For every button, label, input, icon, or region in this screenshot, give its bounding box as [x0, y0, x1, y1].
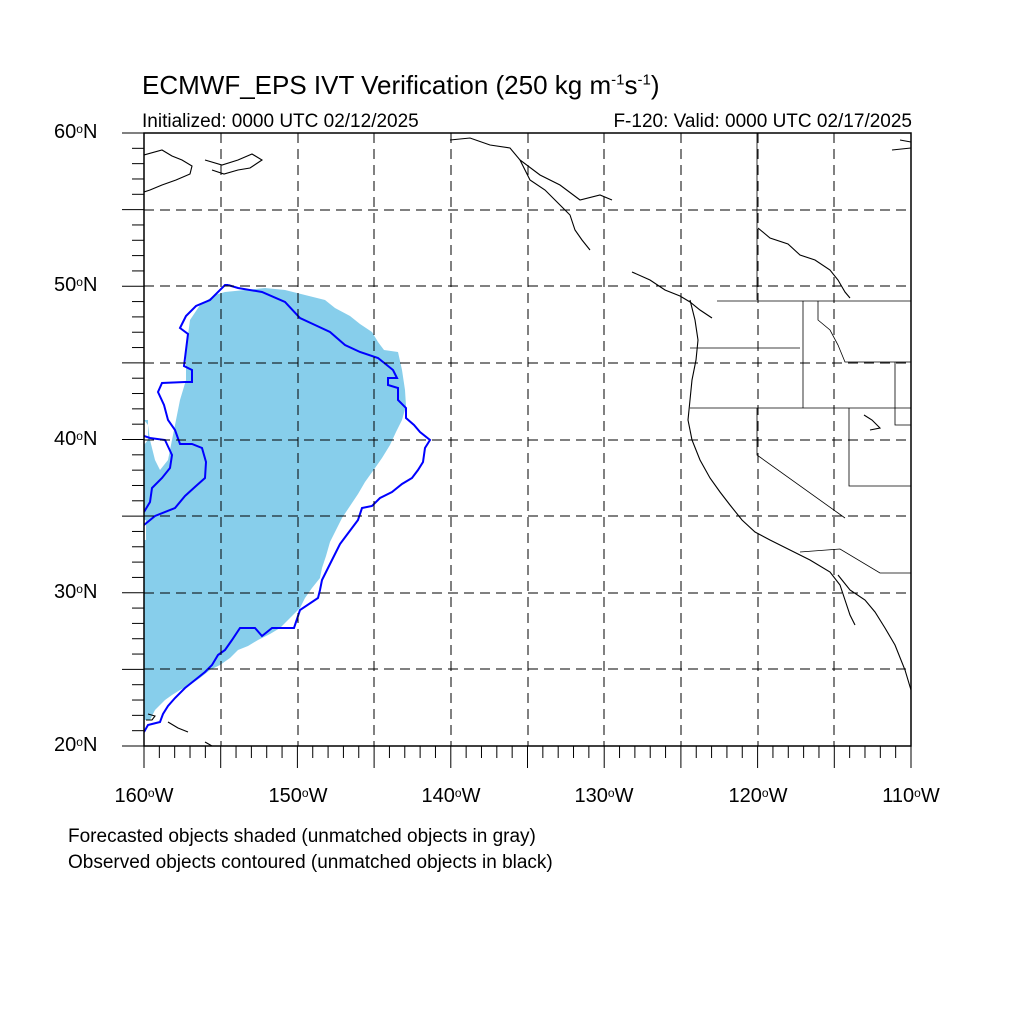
forecast-ivt-object: [144, 288, 406, 720]
observed-ivt-contour-west: [144, 284, 228, 526]
lat-label-60: 60oN: [54, 121, 98, 143]
lon-label-130: 130oW: [574, 785, 634, 807]
axis-ticks: [122, 132, 912, 768]
map-title: ECMWF_EPS IVT Verification (250 kg m-1s-…: [142, 70, 659, 101]
lon-label-120: 120oW: [728, 785, 788, 807]
lat-lon-grid: [144, 133, 911, 746]
lon-label-150: 150oW: [268, 785, 328, 807]
political-boundaries: [690, 133, 911, 574]
valid-time: F-120: Valid: 0000 UTC 02/17/2025: [613, 111, 912, 132]
legend-observed-note: Observed objects contoured (unmatched ob…: [68, 852, 553, 873]
lat-label-20: 20oN: [54, 734, 98, 756]
lat-label-40: 40oN: [54, 428, 98, 450]
title-exponent-1: -1: [611, 71, 625, 89]
title-unit-s: s: [624, 70, 638, 100]
coastline: [144, 137, 911, 746]
lon-label-160: 160oW: [114, 785, 174, 807]
lat-label-50: 50oN: [54, 274, 98, 296]
observed-ivt-contour-inner: [144, 435, 174, 513]
lat-label-30: 30oN: [54, 581, 98, 603]
title-text: ECMWF_EPS IVT Verification (250 kg m: [142, 70, 612, 100]
title-exponent-2: -1: [637, 71, 651, 89]
observed-ivt-contour: [144, 284, 432, 733]
title-close: ): [650, 70, 660, 100]
initialized-time: Initialized: 0000 UTC 02/12/2025: [142, 111, 419, 132]
lon-label-140: 140oW: [421, 785, 481, 807]
lon-label-110: 110oW: [882, 785, 940, 807]
legend-forecast-note: Forecasted objects shaded (unmatched obj…: [68, 826, 536, 847]
